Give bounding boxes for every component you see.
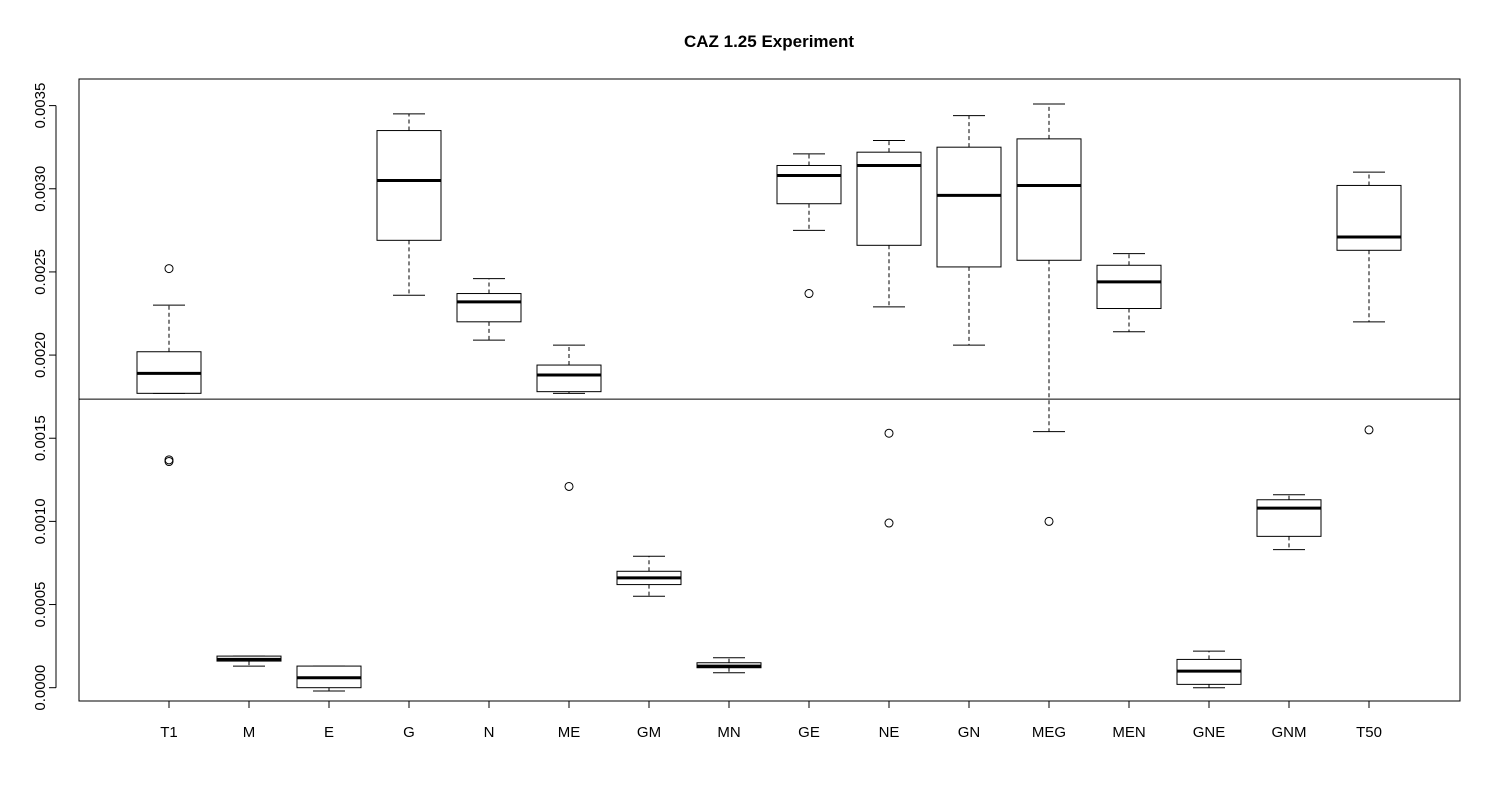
box-t50 bbox=[1336, 171, 1402, 435]
iqr-box bbox=[1096, 264, 1162, 310]
outlier-point bbox=[1044, 516, 1054, 526]
x-axis: T1 M E G N ME GM MN GE NE GN MEG MEN GNE GNM T50 bbox=[160, 701, 1382, 741]
iqr-box bbox=[536, 364, 602, 393]
box-group bbox=[136, 103, 1402, 692]
y-axis: 0.0000 0.0005 0.0010 0.0015 0.0020 0.0025 0.00… bbox=[32, 83, 57, 711]
box-e bbox=[296, 665, 362, 692]
box-m bbox=[216, 655, 282, 667]
x-tick-label: MEN bbox=[1112, 724, 1145, 741]
y-tick-label: 0.0005 bbox=[32, 582, 49, 628]
x-tick-label: M bbox=[243, 724, 256, 741]
box-gnm bbox=[1256, 494, 1322, 551]
y-tick-label: 0.0025 bbox=[32, 249, 49, 295]
x-tick-label: ME bbox=[558, 724, 581, 741]
y-tick-label: 0.0035 bbox=[32, 83, 49, 129]
x-tick-label: NE bbox=[879, 724, 900, 741]
y-tick-label: 0.0000 bbox=[32, 665, 49, 711]
box-me bbox=[536, 344, 602, 491]
y-tick-label: 0.0020 bbox=[32, 332, 49, 378]
iqr-box bbox=[1256, 499, 1322, 537]
outlier-point bbox=[884, 428, 894, 438]
chart-title: CAZ 1.25 Experiment bbox=[684, 32, 854, 51]
box-gn bbox=[936, 115, 1002, 346]
x-tick-label: G bbox=[403, 724, 415, 741]
outlier-point bbox=[884, 518, 894, 528]
x-tick-label: T1 bbox=[160, 724, 178, 741]
box-gm bbox=[616, 555, 682, 597]
box-ge bbox=[776, 153, 842, 299]
iqr-box bbox=[1016, 138, 1082, 261]
plot-frame bbox=[78, 78, 1461, 702]
x-tick-label: GNE bbox=[1193, 724, 1226, 741]
x-tick-label: N bbox=[484, 724, 495, 741]
x-tick-label: GM bbox=[637, 724, 661, 741]
iqr-box bbox=[856, 151, 922, 246]
iqr-box bbox=[456, 293, 522, 323]
box-ne bbox=[856, 140, 922, 528]
iqr-box bbox=[376, 130, 442, 241]
box-gne bbox=[1176, 650, 1242, 689]
x-tick-label: T50 bbox=[1356, 724, 1382, 741]
outlier-point bbox=[164, 457, 174, 467]
y-tick-label: 0.0010 bbox=[32, 498, 49, 544]
outlier-point bbox=[164, 264, 174, 274]
x-tick-label: GN bbox=[958, 724, 981, 741]
box-t1 bbox=[136, 264, 202, 467]
y-tick-label: 0.0030 bbox=[32, 166, 49, 212]
box-mn bbox=[696, 657, 762, 674]
box-n bbox=[456, 278, 522, 341]
x-tick-label: MEG bbox=[1032, 724, 1066, 741]
box-g bbox=[376, 113, 442, 296]
y-tick-label: 0.0015 bbox=[32, 415, 49, 461]
iqr-box bbox=[776, 164, 842, 205]
x-tick-label: GNM bbox=[1272, 724, 1307, 741]
x-tick-label: E bbox=[324, 724, 334, 741]
x-tick-label: MN bbox=[717, 724, 740, 741]
x-tick-label: GE bbox=[798, 724, 820, 741]
outlier-point bbox=[804, 289, 814, 299]
box-meg bbox=[1016, 103, 1082, 526]
outlier-point bbox=[1364, 425, 1374, 435]
iqr-box bbox=[936, 146, 1002, 268]
iqr-box bbox=[1336, 184, 1402, 251]
outlier-point bbox=[564, 481, 574, 491]
box-men bbox=[1096, 253, 1162, 333]
